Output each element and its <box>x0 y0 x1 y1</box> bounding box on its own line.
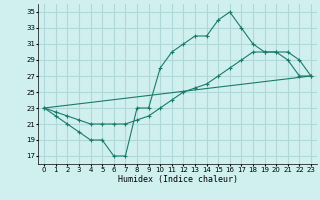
X-axis label: Humidex (Indice chaleur): Humidex (Indice chaleur) <box>118 175 238 184</box>
